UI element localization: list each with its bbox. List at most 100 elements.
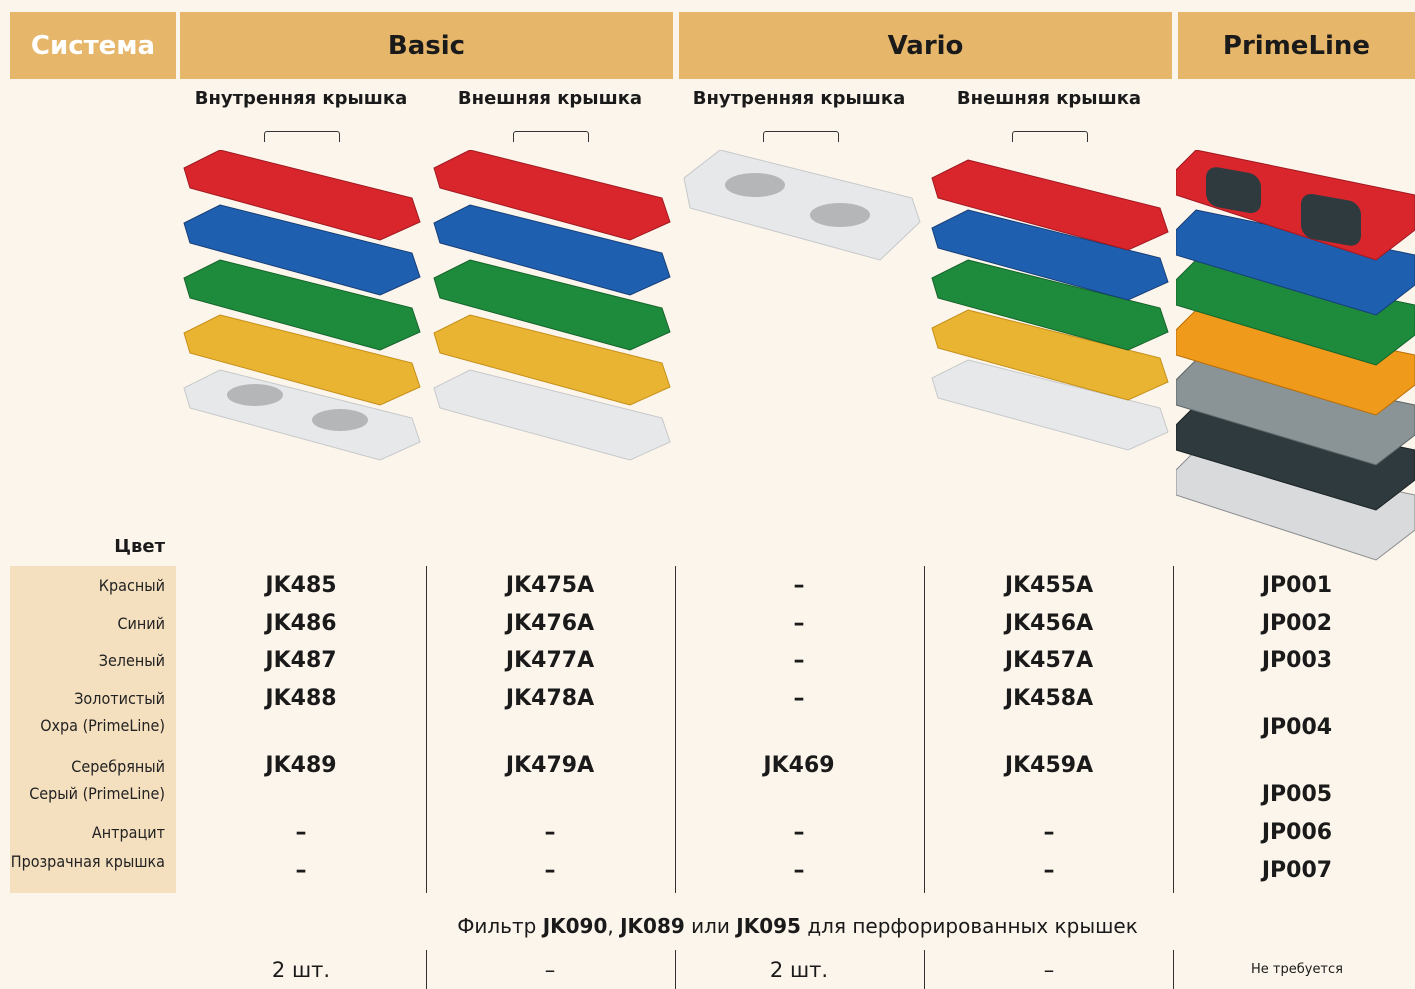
- lid-silver: [683, 150, 921, 261]
- inner-lid-tab-icon: [763, 131, 839, 142]
- code-vario-inner-blue: –: [793, 611, 805, 636]
- lid-green: [183, 259, 421, 351]
- row-label-gold: Золотистый: [74, 689, 165, 708]
- lid-red: [183, 150, 421, 241]
- lid-green: [931, 259, 1169, 351]
- filter-count-basic-outer: –: [544, 958, 556, 982]
- filter-suffix: для перфорированных крышек: [800, 914, 1138, 938]
- vario-inner-lids-image: [683, 150, 921, 261]
- code-basic-outer-red: JK475A: [505, 573, 595, 598]
- code-basic-inner-red: JK485: [265, 573, 337, 598]
- code-vario-inner-green: –: [793, 648, 805, 673]
- subheader-basic-outer: Внешняя крышка: [457, 88, 643, 109]
- lid-blue: [433, 204, 671, 296]
- code-vario-outer-silver: JK459A: [1004, 753, 1094, 778]
- filter-code-3: JK095: [736, 914, 801, 938]
- column-divider: [426, 950, 427, 989]
- column-divider: [1173, 566, 1174, 893]
- code-basic-inner-anthracite: –: [295, 820, 307, 845]
- code-basic-outer-gold: JK478A: [505, 686, 595, 711]
- code-basic-inner-gold: JK488: [265, 686, 337, 711]
- lid-gold: [183, 314, 421, 406]
- subheader-vario-inner: Внутренняя крышка: [692, 88, 906, 109]
- lid-gold: [931, 309, 1169, 401]
- filter-code-1: JK090: [542, 914, 608, 938]
- column-divider: [675, 950, 676, 989]
- code-basic-outer-silver: JK479A: [505, 753, 595, 778]
- row-label-grey: Серый (PrimeLine): [29, 784, 165, 803]
- code-primeline-anthracite: JP006: [1261, 820, 1333, 845]
- code-basic-outer-green: JK477A: [505, 648, 595, 673]
- code-vario-inner-transparent: –: [793, 858, 805, 883]
- lid-ochre: [1176, 309, 1415, 416]
- filter-note: Фильтр JK090, JK089 или JK095 для перфор…: [180, 914, 1415, 938]
- lid-silver: [183, 369, 421, 461]
- header-vario: Vario: [679, 12, 1172, 79]
- code-vario-outer-blue: JK456A: [1004, 611, 1094, 636]
- code-vario-inner-silver: JK469: [763, 753, 835, 778]
- row-label-ochre: Охра (PrimeLine): [40, 716, 165, 735]
- outer-lid-tab-icon: [513, 131, 589, 142]
- filter-sep-2: или: [684, 914, 737, 938]
- code-vario-inner-red: –: [793, 573, 805, 598]
- lid-red: [433, 150, 671, 241]
- code-primeline-blue: JP002: [1261, 611, 1333, 636]
- subheader-vario-outer: Внешняя крышка: [956, 88, 1142, 109]
- lid-grey: [1176, 359, 1415, 466]
- filter-sep-1: ,: [607, 914, 621, 938]
- column-divider: [1173, 950, 1174, 989]
- code-primeline-transparent: JP007: [1261, 858, 1333, 883]
- filter-code-2: JK089: [620, 914, 685, 938]
- code-basic-inner-transparent: –: [295, 858, 307, 883]
- inner-lid-tab-icon: [264, 131, 340, 142]
- lid-red: [931, 159, 1169, 251]
- code-vario-outer-green: JK457A: [1004, 648, 1094, 673]
- subheader-basic-inner: Внутренняя крышка: [194, 88, 408, 109]
- vario-outer-lids-image: [931, 159, 1169, 451]
- lid-blue: [931, 209, 1169, 301]
- basic-outer-lids-image: [433, 150, 671, 461]
- basic-inner-lids-image: [183, 150, 421, 461]
- filter-count-primeline: Не требуется: [1251, 962, 1343, 977]
- code-vario-outer-transparent: –: [1043, 858, 1055, 883]
- filter-count-vario-inner: 2 шт.: [769, 958, 829, 982]
- code-vario-inner-gold: –: [793, 686, 805, 711]
- outer-lid-tab-icon: [1012, 131, 1088, 142]
- code-primeline-green: JP003: [1261, 648, 1333, 673]
- code-basic-outer-transparent: –: [544, 858, 556, 883]
- lid-gold: [433, 314, 671, 406]
- lid-blue: [1176, 209, 1415, 316]
- filter-count-basic-inner: 2 шт.: [271, 958, 331, 982]
- row-label-blue: Синий: [117, 614, 165, 633]
- code-basic-inner-blue: JK486: [265, 611, 337, 636]
- filter-prefix: Фильтр: [457, 914, 543, 938]
- lid-blue: [183, 204, 421, 296]
- code-basic-outer-anthracite: –: [544, 820, 556, 845]
- primeline-lids-image: [1176, 150, 1415, 561]
- column-divider: [675, 566, 676, 893]
- column-divider: [924, 950, 925, 989]
- code-vario-inner-anthracite: –: [793, 820, 805, 845]
- code-basic-outer-blue: JK476A: [505, 611, 595, 636]
- code-vario-outer-anthracite: –: [1043, 820, 1055, 845]
- column-divider: [426, 566, 427, 893]
- code-vario-outer-red: JK455A: [1004, 573, 1094, 598]
- lid-red: [1176, 150, 1415, 261]
- lid-green: [433, 259, 671, 351]
- lid-green: [1176, 259, 1415, 366]
- lid-silver: [433, 369, 671, 461]
- code-primeline-grey: JP005: [1261, 782, 1333, 807]
- column-divider: [924, 566, 925, 893]
- row-label-transparent: Прозрачная крышка: [10, 852, 165, 871]
- row-label-red: Красный: [98, 576, 165, 595]
- header-primeline: PrimeLine: [1178, 12, 1415, 79]
- filter-count-vario-outer: –: [1043, 958, 1055, 982]
- code-primeline-red: JP001: [1261, 573, 1333, 598]
- header-basic: Basic: [180, 12, 673, 79]
- lid-anthracite: [1176, 404, 1415, 511]
- row-label-green: Зеленый: [98, 651, 165, 670]
- color-labels-background: [10, 566, 176, 893]
- row-label-anthracite: Антрацит: [91, 823, 165, 842]
- code-basic-inner-green: JK487: [265, 648, 337, 673]
- code-primeline-ochre: JP004: [1261, 715, 1333, 740]
